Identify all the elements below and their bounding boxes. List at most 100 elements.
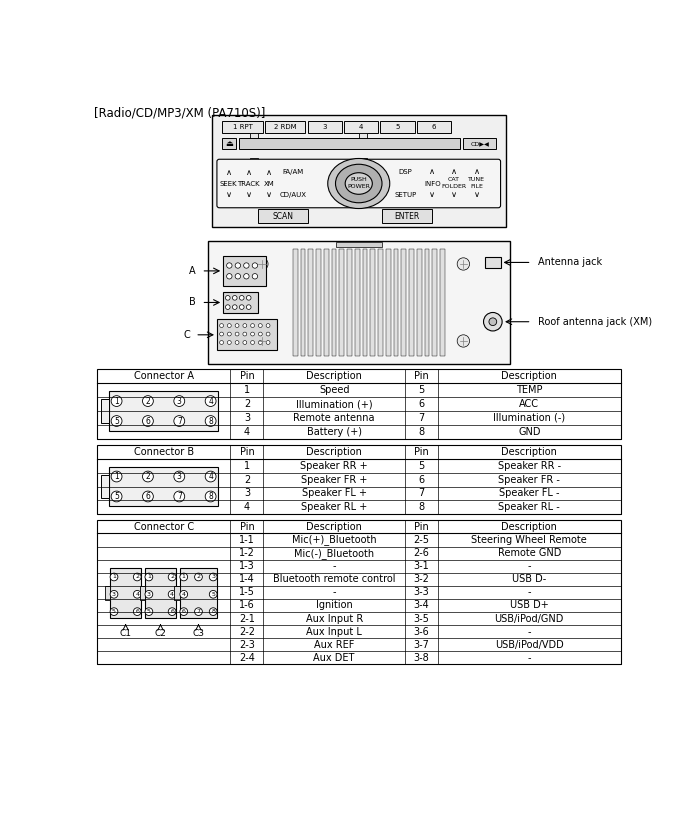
Text: 4: 4 xyxy=(244,426,250,436)
Circle shape xyxy=(228,324,231,327)
Text: 5: 5 xyxy=(112,609,116,614)
Text: ⏏: ⏏ xyxy=(225,139,233,148)
Text: 2: 2 xyxy=(197,575,200,580)
Text: 5: 5 xyxy=(395,124,400,130)
Circle shape xyxy=(232,296,237,300)
Bar xyxy=(409,248,414,357)
Circle shape xyxy=(180,591,188,598)
Circle shape xyxy=(239,296,244,300)
Circle shape xyxy=(143,491,153,501)
Circle shape xyxy=(209,591,217,598)
Text: Speaker RR +: Speaker RR + xyxy=(300,461,368,471)
Text: 6: 6 xyxy=(135,609,139,614)
Text: 1-2: 1-2 xyxy=(239,548,255,558)
Text: POWER: POWER xyxy=(347,184,370,189)
Bar xyxy=(378,248,383,357)
Text: 1-3: 1-3 xyxy=(239,561,255,571)
Circle shape xyxy=(225,296,230,300)
Text: USB D-: USB D- xyxy=(512,574,547,584)
Bar xyxy=(382,209,433,223)
Text: Battery (+): Battery (+) xyxy=(307,426,362,436)
Text: [Radio/CD/MP3/XM (PA710S)]: [Radio/CD/MP3/XM (PA710S)] xyxy=(94,107,265,120)
Text: 3: 3 xyxy=(323,124,327,130)
Text: B: B xyxy=(189,297,196,307)
Bar xyxy=(307,121,342,133)
Text: 3: 3 xyxy=(177,472,182,481)
Circle shape xyxy=(251,332,255,336)
Text: 2: 2 xyxy=(146,472,150,481)
Text: TUNE: TUNE xyxy=(468,177,485,182)
Circle shape xyxy=(111,491,122,501)
Text: USB/iPod/GND: USB/iPod/GND xyxy=(495,614,564,624)
Circle shape xyxy=(174,491,185,501)
Text: ∨: ∨ xyxy=(473,190,480,199)
Text: 6: 6 xyxy=(432,124,436,130)
Circle shape xyxy=(228,341,231,344)
Circle shape xyxy=(243,341,247,344)
Text: 5: 5 xyxy=(418,385,424,395)
Bar xyxy=(97,370,621,439)
Text: 3: 3 xyxy=(147,591,151,596)
Text: 4: 4 xyxy=(135,591,139,596)
Bar xyxy=(417,248,421,357)
Circle shape xyxy=(227,273,232,279)
Circle shape xyxy=(195,573,202,581)
Bar xyxy=(108,391,218,431)
Text: 6: 6 xyxy=(146,492,150,501)
Text: 2 RDM: 2 RDM xyxy=(274,124,296,130)
Text: 5: 5 xyxy=(211,591,215,596)
Text: 3: 3 xyxy=(244,488,250,498)
Text: DSP: DSP xyxy=(398,169,412,175)
Circle shape xyxy=(110,608,118,616)
Text: Speaker FL -: Speaker FL - xyxy=(499,488,559,498)
Text: Remote antenna: Remote antenna xyxy=(293,413,375,423)
Text: 7: 7 xyxy=(418,488,424,498)
Circle shape xyxy=(143,396,153,407)
Text: 6: 6 xyxy=(182,609,186,614)
Circle shape xyxy=(205,471,216,482)
Text: Description: Description xyxy=(306,446,362,456)
Text: ENTER: ENTER xyxy=(395,212,420,221)
Text: CD/AUX: CD/AUX xyxy=(279,192,307,198)
Text: 3: 3 xyxy=(211,575,215,580)
Text: 2: 2 xyxy=(244,475,250,485)
Bar xyxy=(433,248,437,357)
Text: ∧: ∧ xyxy=(246,168,252,177)
Bar xyxy=(217,319,277,350)
Bar xyxy=(223,257,266,286)
Circle shape xyxy=(258,324,262,327)
Text: 2: 2 xyxy=(170,575,174,580)
Text: INFO: INFO xyxy=(424,181,441,187)
Bar xyxy=(97,521,621,665)
Text: 3-7: 3-7 xyxy=(414,640,429,650)
Circle shape xyxy=(244,273,249,279)
Ellipse shape xyxy=(345,172,372,194)
Circle shape xyxy=(168,573,176,581)
Text: Description: Description xyxy=(501,372,557,382)
Circle shape xyxy=(246,296,251,300)
Circle shape xyxy=(489,318,497,326)
Text: 8: 8 xyxy=(211,609,215,614)
Text: C1: C1 xyxy=(120,629,132,638)
Bar xyxy=(300,248,305,357)
Text: ∧: ∧ xyxy=(473,167,480,177)
Circle shape xyxy=(111,416,122,426)
Circle shape xyxy=(180,573,188,581)
Text: Connector A: Connector A xyxy=(134,372,194,382)
Bar xyxy=(358,133,367,141)
Text: ∨: ∨ xyxy=(429,190,435,199)
Bar xyxy=(223,121,262,133)
Text: 1: 1 xyxy=(244,385,250,395)
Circle shape xyxy=(251,324,255,327)
Text: 3-6: 3-6 xyxy=(414,626,429,636)
Bar xyxy=(101,475,108,498)
Circle shape xyxy=(266,332,270,336)
Circle shape xyxy=(220,332,223,336)
Text: SCAN: SCAN xyxy=(273,212,294,221)
Bar xyxy=(358,157,367,166)
Text: Bluetooth remote control: Bluetooth remote control xyxy=(273,574,395,584)
Bar xyxy=(139,586,145,600)
Bar xyxy=(108,466,218,506)
Text: Pin: Pin xyxy=(239,372,254,382)
Text: ∨: ∨ xyxy=(225,190,232,199)
